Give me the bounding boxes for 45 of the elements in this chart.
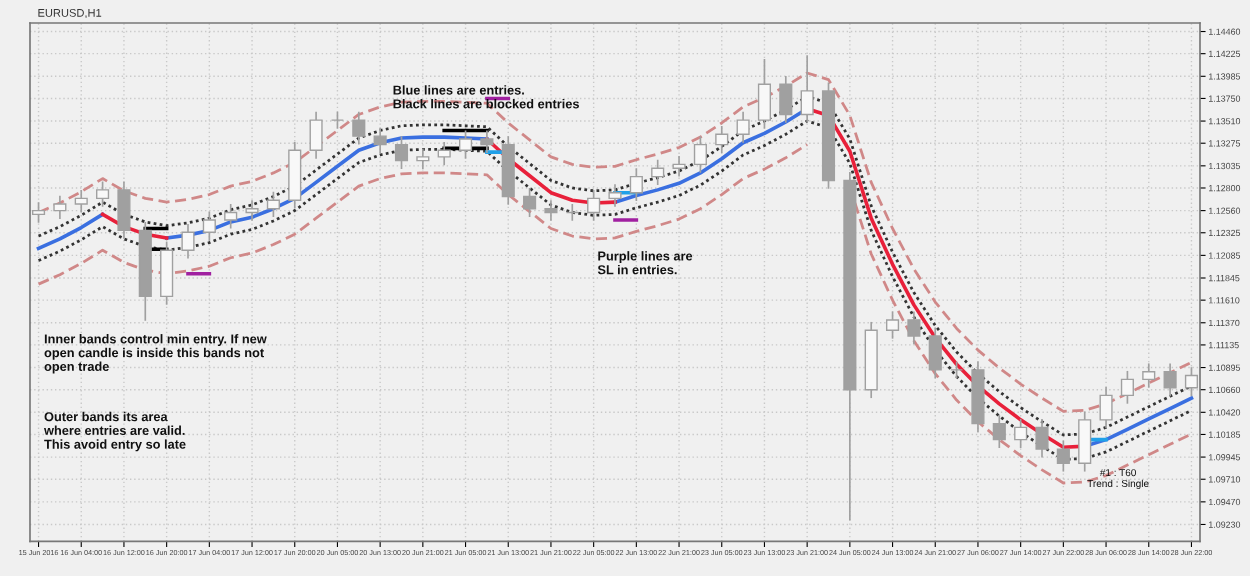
candlestick	[757, 58, 772, 129]
candlestick	[1014, 419, 1028, 449]
candlestick	[565, 204, 579, 221]
candlestick	[437, 141, 451, 166]
candlestick	[1163, 363, 1177, 397]
candlestick	[587, 189, 601, 221]
candlestick	[885, 311, 900, 339]
candlestick	[458, 130, 473, 159]
candlestick	[117, 181, 131, 239]
candlestick	[245, 200, 259, 221]
candlestick	[736, 111, 750, 143]
candlestick	[1035, 419, 1049, 458]
candlestick	[1078, 411, 1092, 472]
candlestick	[672, 156, 686, 177]
candlestick	[96, 181, 110, 207]
candlestick	[74, 189, 88, 213]
candlestick	[202, 211, 216, 241]
candlestick	[608, 184, 622, 207]
candlestick	[181, 223, 195, 259]
candlestick	[523, 188, 537, 218]
candlestick	[266, 191, 280, 218]
candlestick	[1142, 363, 1156, 388]
candlestick	[651, 159, 665, 186]
candlestick	[1056, 440, 1070, 472]
candlestick	[693, 136, 707, 173]
candlestick	[416, 148, 430, 170]
candlestick	[907, 311, 921, 345]
candlestick	[715, 125, 729, 154]
candlestick	[160, 241, 174, 305]
candlestick	[480, 130, 494, 154]
candlestick	[779, 75, 793, 123]
candlestick	[800, 55, 814, 123]
candlestick	[224, 204, 238, 229]
candlestick	[373, 127, 387, 154]
candlestick	[544, 200, 558, 221]
candlestick	[31, 202, 46, 223]
candlestick	[928, 327, 942, 379]
candlestick	[1120, 370, 1134, 404]
candlestick	[352, 111, 366, 145]
candlestick	[53, 195, 67, 219]
candlestick	[394, 136, 409, 170]
candlestick	[1099, 386, 1113, 429]
candlestick	[309, 111, 323, 159]
candlestick	[992, 415, 1006, 449]
candlestick	[629, 168, 643, 202]
